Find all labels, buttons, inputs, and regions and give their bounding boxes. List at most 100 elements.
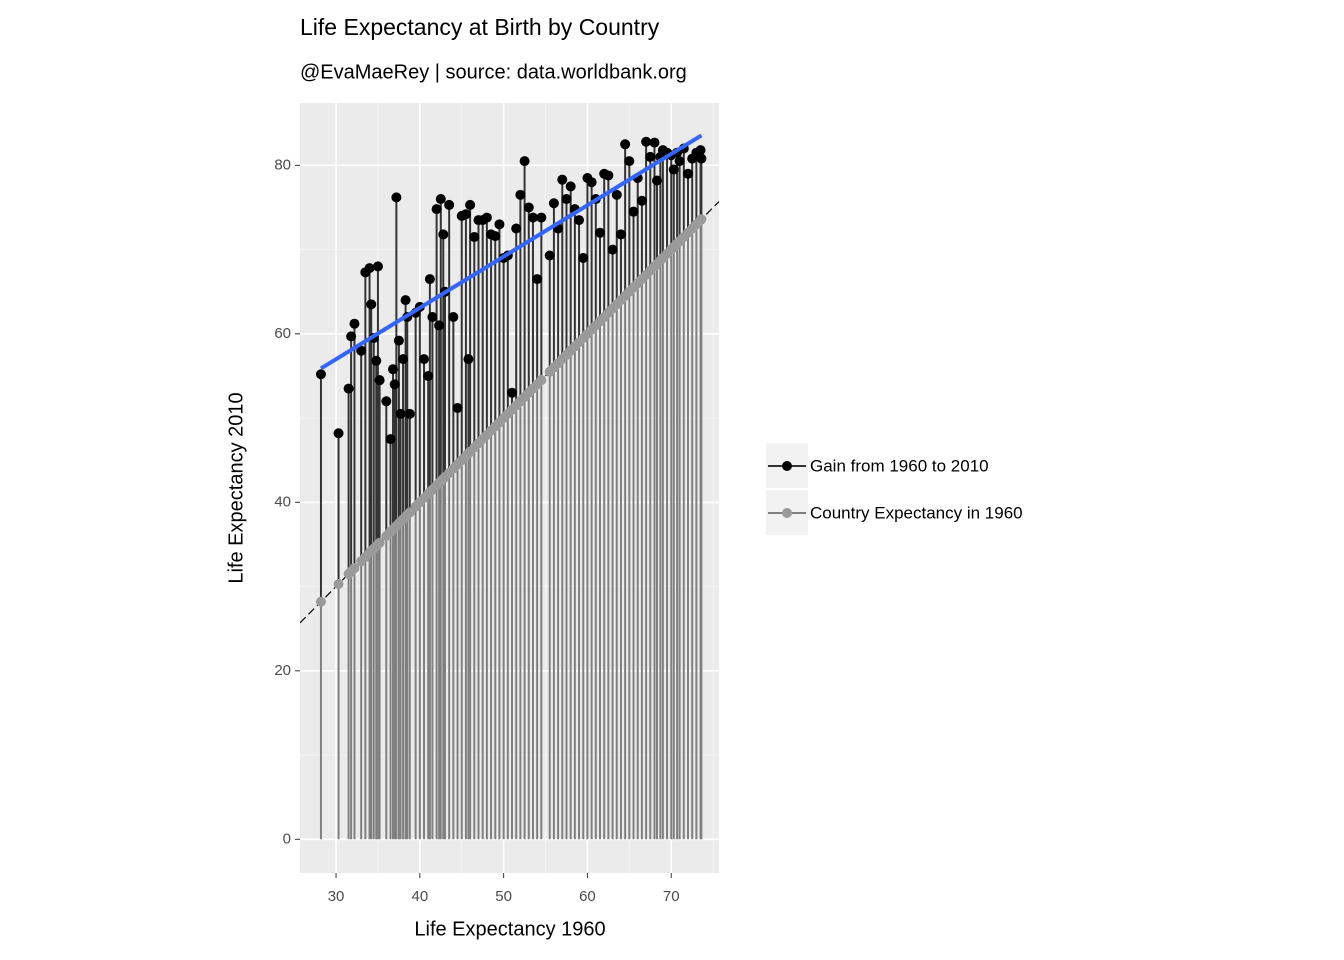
- point-2010: [315, 369, 326, 380]
- point-2010: [668, 164, 679, 175]
- point-2010: [696, 153, 707, 164]
- point-2010: [481, 212, 492, 223]
- point-1960: [696, 214, 707, 225]
- point-2010: [404, 408, 415, 419]
- point-2010: [607, 244, 618, 255]
- point-2010: [532, 274, 543, 285]
- legend-label: Gain from 1960 to 2010: [810, 456, 989, 475]
- x-tick-label: 70: [663, 888, 680, 905]
- point-2010: [381, 396, 392, 407]
- point-2010: [682, 168, 693, 179]
- point-2010: [651, 175, 662, 186]
- point-2010: [507, 387, 518, 398]
- point-2010: [536, 212, 547, 223]
- y-tick-label: 80: [274, 156, 291, 173]
- point-1960: [536, 375, 547, 386]
- point-2010: [611, 189, 622, 200]
- point-2010: [448, 311, 459, 322]
- point-2010: [565, 181, 576, 192]
- point-2010: [624, 156, 635, 167]
- point-2010: [343, 383, 354, 394]
- point-2010: [374, 375, 385, 386]
- point-2010: [364, 263, 375, 274]
- point-2010: [620, 139, 631, 150]
- point-2010: [371, 355, 382, 366]
- point-2010: [398, 354, 409, 365]
- point-2010: [452, 402, 463, 413]
- point-2010: [695, 145, 706, 156]
- point-2010: [548, 198, 559, 209]
- point-2010: [423, 370, 434, 381]
- point-2010: [385, 434, 396, 445]
- chart-subtitle: @EvaMaeRey | source: data.worldbank.org: [300, 61, 687, 83]
- point-2010: [527, 212, 538, 223]
- y-tick-label: 20: [274, 662, 291, 679]
- legend-label: Country Expectancy in 1960: [810, 503, 1023, 522]
- point-2010: [490, 231, 501, 242]
- trend-line: [319, 133, 703, 371]
- point-2010: [561, 194, 572, 205]
- x-tick-label: 30: [328, 888, 345, 905]
- point-2010: [465, 199, 476, 210]
- point-2010: [389, 379, 400, 390]
- point-2010: [674, 156, 685, 167]
- point-2010: [424, 274, 435, 285]
- point-2010: [393, 335, 404, 346]
- point-2010: [372, 261, 383, 272]
- point-2010: [636, 195, 647, 206]
- point-2010: [586, 177, 597, 188]
- point-2010: [366, 299, 377, 310]
- point-2010: [511, 223, 522, 234]
- point-2010: [395, 408, 406, 419]
- point-2010: [400, 295, 411, 306]
- point-2010: [641, 136, 652, 147]
- point-2010: [346, 331, 357, 342]
- point-1960: [315, 596, 326, 607]
- point-2010: [628, 206, 639, 217]
- point-2010: [435, 194, 446, 205]
- chart-title: Life Expectancy at Birth by Country: [300, 14, 660, 40]
- x-tick-label: 40: [411, 888, 428, 905]
- point-2010: [388, 364, 399, 375]
- y-tick-label: 0: [283, 830, 291, 847]
- y-tick-label: 40: [274, 493, 291, 510]
- data-layer: [300, 133, 719, 840]
- point-2010: [574, 215, 585, 226]
- point-2010: [649, 137, 660, 148]
- x-axis-label: Life Expectancy 1960: [414, 918, 605, 940]
- point-2010: [333, 428, 344, 439]
- point-2010: [544, 250, 555, 261]
- point-2010: [391, 192, 402, 203]
- point-2010: [645, 151, 656, 162]
- point-1960: [349, 563, 360, 574]
- x-tick-label: 50: [495, 888, 512, 905]
- point-2010: [427, 311, 438, 322]
- point-2010: [515, 189, 526, 200]
- point-2010: [460, 209, 471, 220]
- point-2010: [444, 199, 455, 210]
- point-2010: [603, 170, 614, 181]
- legend-point: [782, 508, 792, 518]
- point-2010: [438, 229, 449, 240]
- point-2010: [615, 229, 626, 240]
- point-2010: [419, 354, 430, 365]
- point-2010: [519, 156, 530, 167]
- point-2010: [494, 219, 505, 230]
- point-2010: [523, 202, 534, 213]
- y-tick-label: 60: [274, 325, 291, 342]
- point-2010: [463, 354, 474, 365]
- point-1960: [333, 579, 344, 590]
- point-2010: [431, 204, 442, 215]
- point-2010: [349, 318, 360, 329]
- y-axis-label: Life Expectancy 2010: [225, 392, 247, 583]
- point-2010: [595, 227, 606, 238]
- legend-point: [782, 461, 792, 471]
- point-2010: [469, 231, 480, 242]
- point-1960: [374, 537, 385, 548]
- point-2010: [356, 345, 367, 356]
- point-2010: [557, 174, 568, 185]
- point-2010: [578, 253, 589, 264]
- point-2010: [434, 320, 445, 331]
